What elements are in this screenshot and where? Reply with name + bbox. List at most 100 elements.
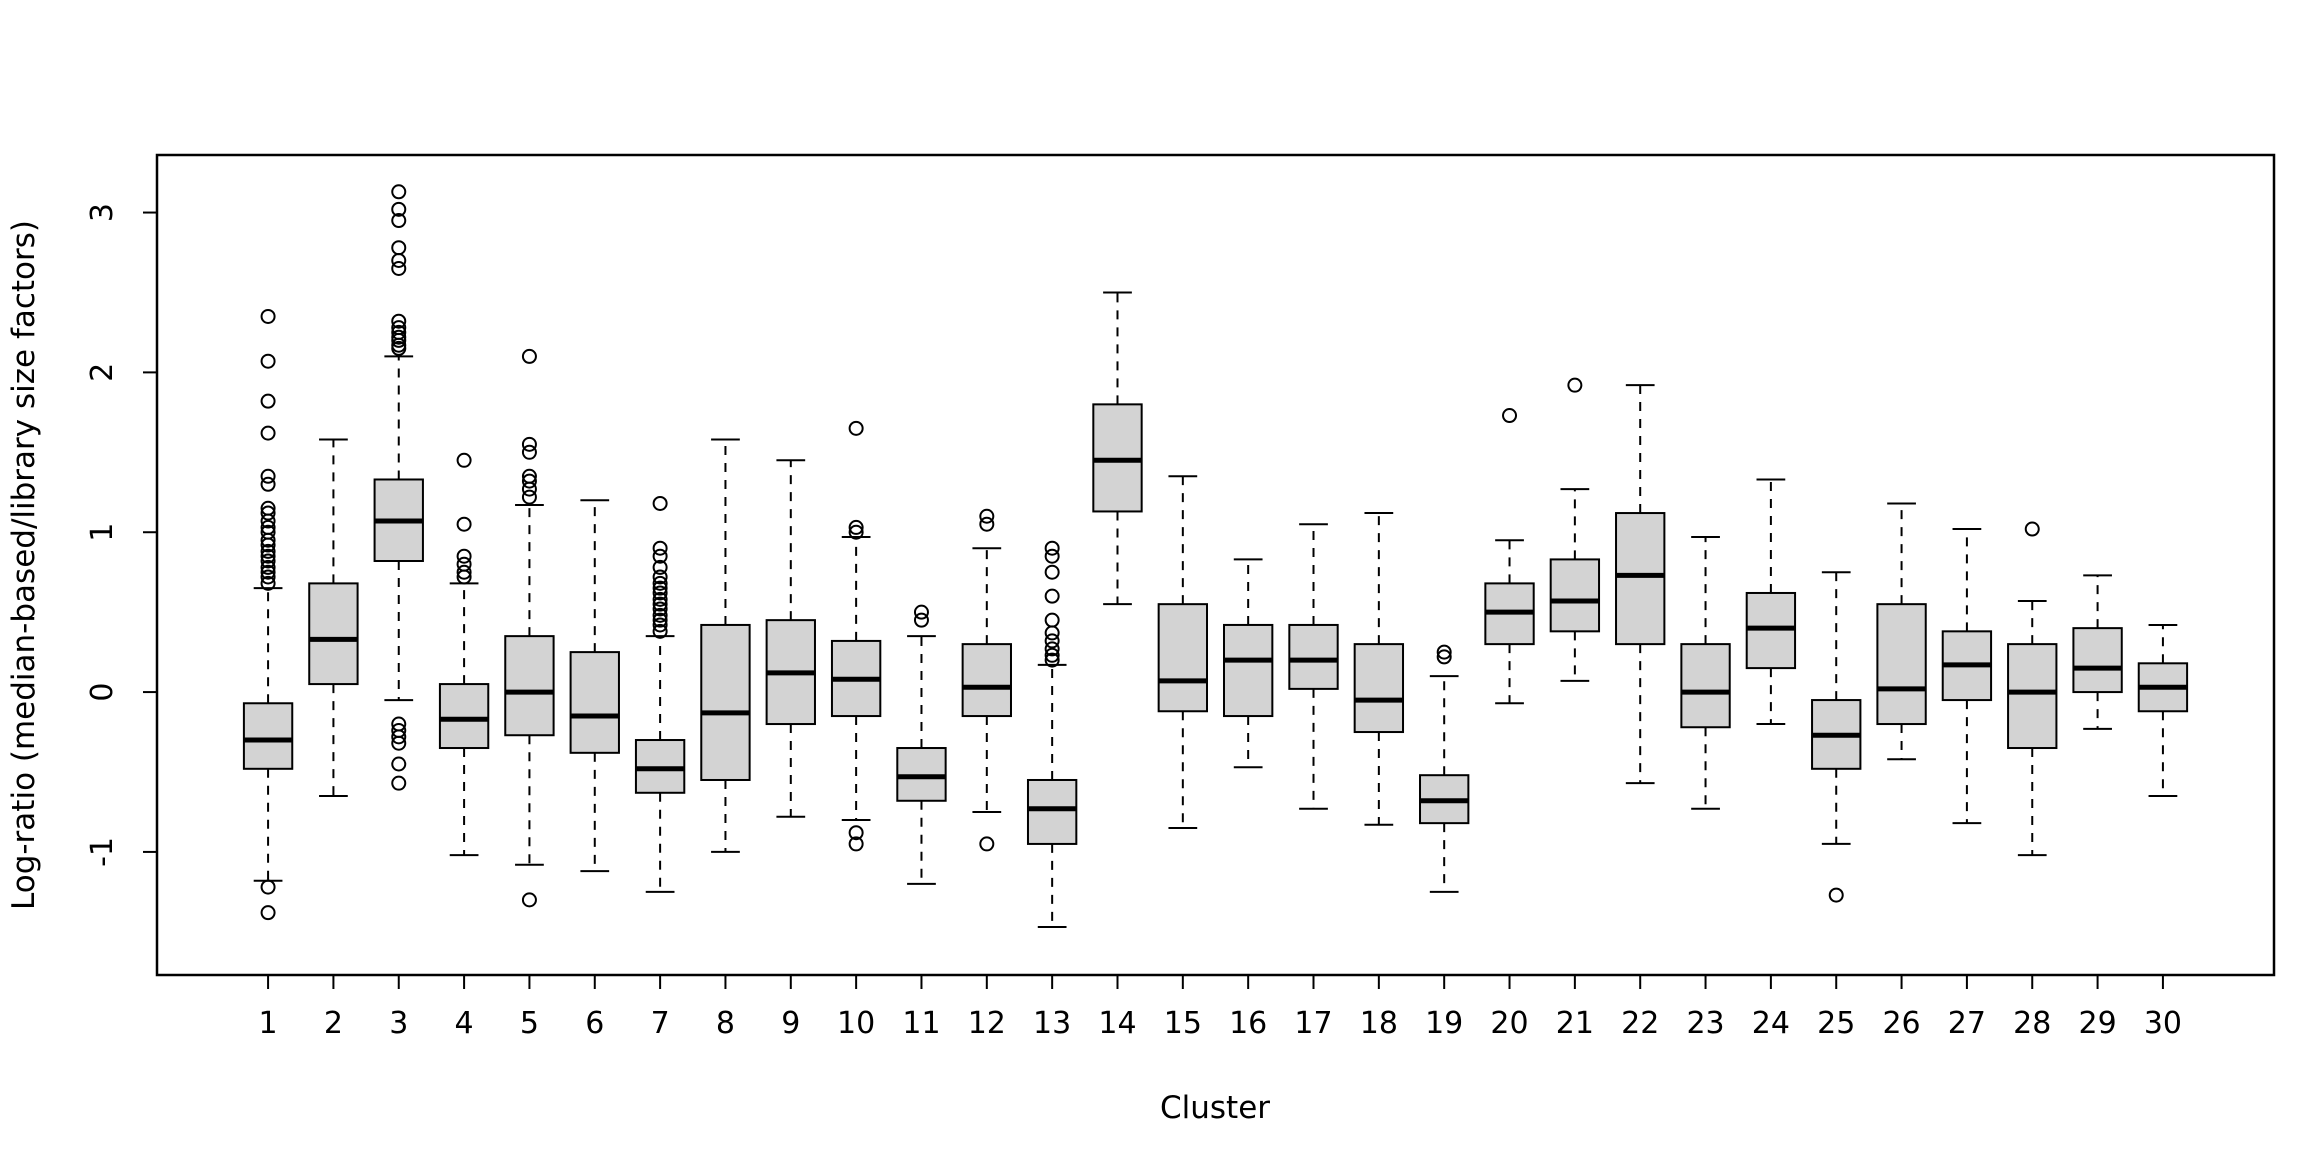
x-tick-label: 3 — [389, 1006, 408, 1041]
x-axis-label: Cluster — [1160, 1090, 1270, 1126]
outlier-point — [521, 892, 537, 908]
outlier-point — [652, 540, 668, 556]
x-tick-label: 18 — [1360, 1006, 1398, 1041]
y-tick-label: 1 — [85, 523, 120, 542]
x-tick-label: 7 — [651, 1006, 670, 1041]
iqr-box — [504, 635, 555, 737]
x-tick-label: 22 — [1621, 1006, 1659, 1041]
y-tick-label: 3 — [85, 203, 120, 222]
outlier-point — [848, 825, 864, 841]
iqr-box — [2007, 643, 2058, 750]
boxplot-cluster-3 — [373, 184, 424, 791]
outlier-point — [391, 329, 407, 345]
boxplot-cluster-11 — [896, 604, 947, 885]
outlier-point — [1044, 564, 1060, 580]
outlier-point — [652, 575, 668, 591]
boxplot-cluster-22 — [1615, 384, 1666, 785]
boxplot-cluster-6 — [569, 499, 620, 873]
outlier-point — [652, 580, 668, 596]
iqr-box — [569, 651, 620, 754]
x-tick-label: 26 — [1882, 1006, 1920, 1041]
boxplot-cluster-10 — [830, 420, 882, 852]
x-tick-label: 27 — [1948, 1006, 1986, 1041]
boxplot-cluster-29 — [2072, 574, 2123, 730]
iqr-box — [242, 702, 294, 770]
outlier-point — [391, 184, 407, 200]
outlier-point — [391, 201, 407, 217]
outlier-point — [391, 240, 407, 256]
boxplot-cluster-8 — [700, 438, 751, 853]
x-tick-label: 21 — [1556, 1006, 1594, 1041]
outlier-point — [652, 548, 668, 564]
iqr-box — [700, 623, 751, 781]
outlier-point — [260, 559, 276, 575]
outlier-point — [1567, 377, 1583, 393]
boxplot-cluster-16 — [1222, 558, 1274, 769]
outlier-point — [260, 879, 276, 895]
outlier-point — [391, 260, 407, 276]
outlier-point — [260, 553, 276, 569]
outlier-point — [260, 425, 276, 441]
outlier-point — [848, 524, 864, 540]
outlier-point — [652, 559, 668, 575]
x-tick-label: 4 — [455, 1006, 474, 1041]
outlier-point — [1044, 548, 1060, 564]
outlier-point — [521, 444, 537, 460]
outlier-point — [1044, 625, 1060, 641]
outlier-point — [260, 476, 276, 492]
x-tick-label: 17 — [1294, 1006, 1332, 1041]
outlier-point — [652, 617, 668, 633]
boxplot-cluster-20 — [1484, 408, 1535, 705]
x-tick-label: 24 — [1752, 1006, 1790, 1041]
boxplot-cluster-19 — [1419, 644, 1470, 893]
boxplot-cluster-14 — [1092, 291, 1143, 606]
outlier-point — [260, 353, 276, 369]
outlier-point — [260, 393, 276, 409]
outlier-point — [391, 729, 407, 745]
x-tick-label: 25 — [1817, 1006, 1855, 1041]
boxplot-cluster-17 — [1288, 523, 1339, 810]
outlier-point — [979, 508, 995, 524]
x-tick-label: 14 — [1098, 1006, 1136, 1041]
outlier-point — [2024, 521, 2040, 537]
outlier-point — [260, 500, 276, 516]
boxplot-cluster-18 — [1353, 512, 1405, 826]
x-tick-label: 16 — [1229, 1006, 1267, 1041]
x-tick-label: 20 — [1490, 1006, 1528, 1041]
iqr-box — [1615, 512, 1666, 646]
outlier-point — [913, 604, 929, 620]
outlier-point — [1828, 887, 1844, 903]
y-tick-label: 0 — [85, 683, 120, 702]
outlier-point — [1044, 588, 1060, 604]
outlier-point — [391, 735, 407, 751]
outlier-point — [652, 495, 668, 511]
outlier-point — [391, 756, 407, 772]
x-tick-label: 6 — [585, 1006, 604, 1041]
outlier-point — [391, 252, 407, 268]
x-tick-label: 8 — [716, 1006, 735, 1041]
outlier-point — [1044, 647, 1060, 663]
y-tick-label: 2 — [85, 363, 120, 382]
outlier-point — [1044, 652, 1060, 668]
outlier-point — [1502, 408, 1518, 424]
outlier-point — [521, 436, 537, 452]
boxplot-cluster-25 — [1811, 571, 1862, 903]
x-tick-label: 12 — [968, 1006, 1006, 1041]
iqr-box — [1157, 603, 1209, 713]
iqr-box — [961, 643, 1012, 718]
outlier-point — [1044, 540, 1060, 556]
outlier-point — [848, 836, 864, 852]
outlier-point — [260, 524, 276, 540]
boxplot-cluster-26 — [1876, 502, 1927, 761]
y-tick-label: -1 — [85, 837, 120, 867]
outlier-point — [260, 575, 276, 591]
outlier-point — [260, 505, 276, 521]
iqr-box — [308, 582, 359, 686]
outlier-point — [652, 612, 668, 628]
boxplot-cluster-28 — [2007, 521, 2058, 857]
outlier-point — [1044, 612, 1060, 628]
outlier-point — [521, 348, 537, 364]
outlier-point — [1044, 641, 1060, 657]
boxplot-cluster-5 — [504, 348, 555, 908]
